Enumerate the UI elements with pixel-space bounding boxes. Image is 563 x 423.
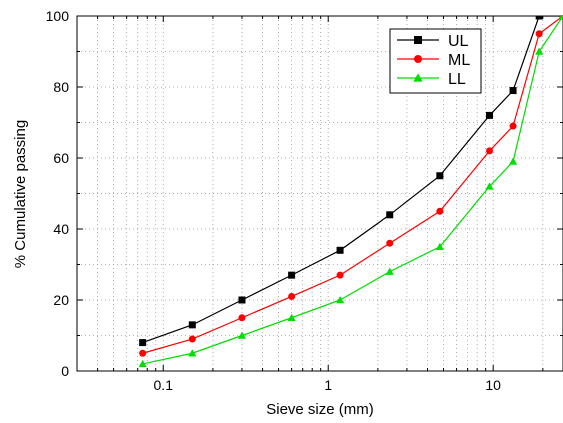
series-ul-point [139,339,147,347]
grid-layer [76,16,563,371]
series-ml-line [142,16,563,354]
series-ml-point [336,271,344,279]
series-ul-line [142,16,563,344]
series-ml-point [288,292,296,300]
series-ll-point [336,295,345,304]
y-tick-label: 60 [53,150,69,166]
series-ml-point [509,122,517,130]
series-ll-point [435,242,444,250]
series-ml-point [436,207,444,215]
x-axis-label: Sieve size (mm) [266,401,374,418]
legend-ul-label: UL [448,33,469,50]
series-ml [139,16,563,357]
series-ml-point [386,239,394,247]
series-ul-point [436,172,444,180]
series-ul-point [386,211,394,219]
series-ll-point [385,267,394,275]
series-ll-point [535,47,544,55]
x-tick-label: 10 [485,377,501,393]
legend-ll-marker [413,73,423,82]
series-ml-point [238,314,246,322]
series-ll [138,16,563,368]
series-ul-point [509,87,517,95]
series-ll-point [558,16,563,20]
series-ml-point [535,30,543,38]
y-tick-label: 100 [46,8,70,24]
series-layer [138,16,563,368]
series-ll-point [138,359,147,368]
series-ul-point [336,246,344,254]
legend-ll-label: LL [448,71,466,88]
series-ll-point [188,349,197,357]
series-ul-point [288,271,296,279]
x-tick-label: 0.1 [154,377,174,393]
x-tick-label: 1 [324,377,332,393]
series-ml-point [188,335,196,343]
series-ul [139,16,563,347]
legend-ul-marker [414,36,422,44]
series-ll-point [287,313,296,321]
series-ll-point [237,331,246,339]
y-tick-label: 0 [61,363,69,379]
y-tick-label: 20 [53,292,69,308]
series-ml-point [486,147,494,155]
series-ul-point [535,16,543,20]
series-ul-point [486,111,494,119]
legend: UL ML LL [389,28,482,94]
series-ll-point [509,157,518,165]
series-ul-point [238,296,246,304]
series-ul-point [188,321,196,329]
y-tick-label: 80 [53,79,69,95]
series-ll-point [485,182,494,190]
legend-ml-marker [414,55,422,63]
series-ll-line [142,16,563,365]
y-tick-label: 40 [53,221,69,237]
series-ml-point [139,349,147,357]
y-axis-label: % Cumulative passing [12,120,29,268]
legend-ml-label: ML [448,52,470,69]
